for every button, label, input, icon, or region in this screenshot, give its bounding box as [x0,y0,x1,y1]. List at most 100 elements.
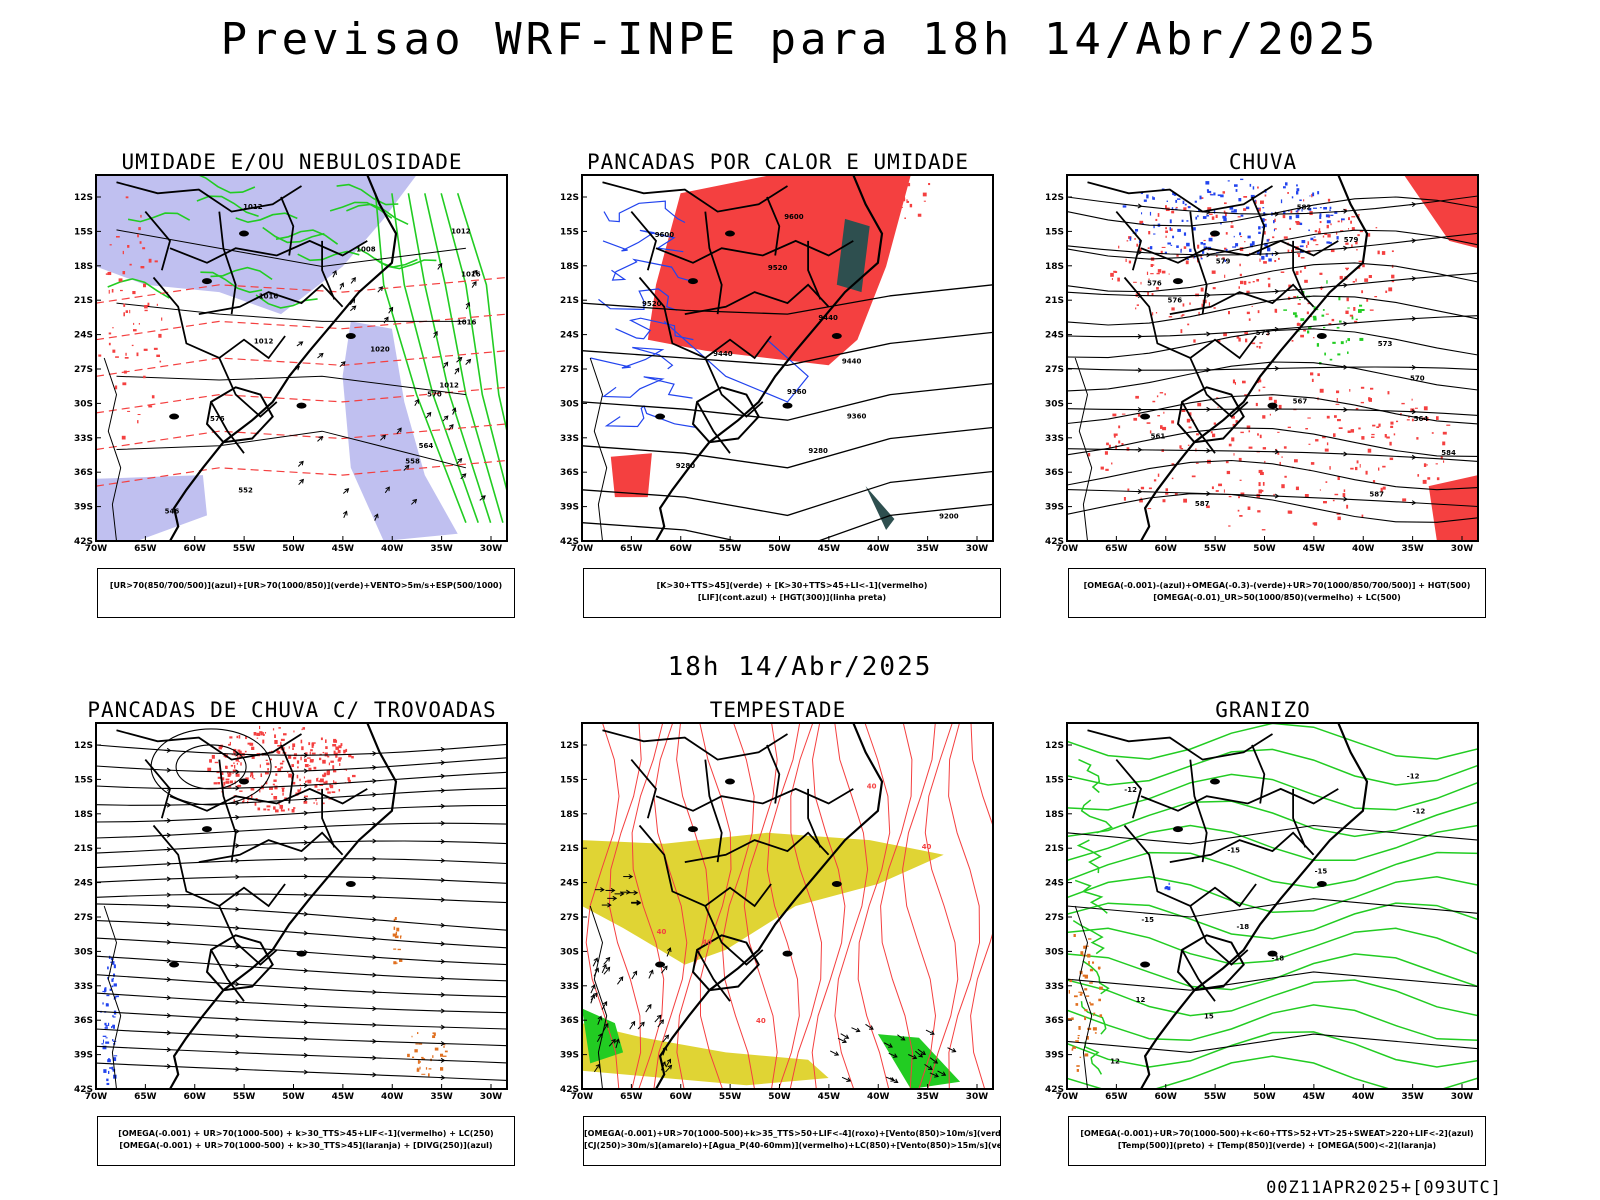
contour-label: 1016 [259,292,279,300]
lat-tick-label: 42S [74,537,93,547]
lat-tick-label: 12S [74,741,93,751]
thunder-speckle-red [319,778,324,783]
rain-speckle-green [1321,314,1325,317]
wind-vector [410,499,417,505]
state-border [704,759,723,863]
rain-speckle-red [1284,475,1287,478]
rain-speckle-blue [1261,255,1265,260]
rain-speckle-blue [1266,239,1269,242]
streamline-arrow [440,877,446,883]
moisture-speckle [122,382,127,386]
temperature-500-contour [1067,971,1478,991]
wind-vector [612,895,618,901]
moisture-speckle [108,332,112,335]
rain-speckle-red [1337,476,1340,481]
moisture-speckle [127,245,130,248]
lake-blot [724,230,735,237]
thunder-speckle-red [232,772,234,774]
wind-vector [381,434,386,440]
rain-speckle-red [1112,413,1117,417]
lon-tick-label: 50W [1253,544,1276,554]
lon-tick-label: 50W [1253,1092,1276,1102]
lat-tick-label: 21S [560,844,579,854]
rain-speckle-red [1224,274,1226,278]
humidity-contour-green [127,212,191,223]
rain-speckle-red [1210,431,1213,434]
rain-speckle-red [1118,440,1121,444]
lon-tick-label: 70W [1056,544,1079,554]
wind-vector [628,874,634,880]
thunder-speckle-red [340,743,343,747]
rain-speckle-red [1246,290,1250,294]
rain-speckle-red [1356,460,1359,464]
streamline-arrow [303,892,309,898]
omega-speckle-orange [1088,961,1090,965]
streamline-arrow [166,861,172,867]
temperature-850-contour [1067,902,1478,940]
rain-speckle-red [1442,441,1446,446]
rain-speckle-red [1209,213,1213,216]
rain-speckle-blue [1146,194,1149,199]
wind-vector [929,1057,938,1064]
omega-speckle-orange [1076,1065,1080,1067]
convection-speckle [922,192,927,197]
rain-speckle-blue [1258,231,1261,235]
rain-speckle-red [1248,430,1251,433]
moisture-speckle [132,291,136,295]
rain-speckle-blue [1173,192,1177,196]
rain-speckle-red [1123,497,1126,501]
wind-vector [591,984,596,990]
lat-tick-label: 42S [560,537,579,547]
thunder-speckle-red [288,754,292,759]
thunder-speckle-orange [396,962,398,964]
thunder-speckle-red [272,728,275,731]
convection-speckle [893,166,895,169]
rain-speckle-red [1364,278,1369,282]
rain-speckle-red [1382,465,1386,468]
hail-speckle-blue [1168,882,1170,885]
state-border [602,729,788,761]
streamline-arrow [1340,247,1348,250]
rain-speckle-red [1446,424,1451,426]
moisture-speckle [123,370,127,374]
rain-speckle-red [1182,303,1185,307]
rain-speckle-blue [1186,220,1189,222]
rain-speckle-red [1353,307,1356,311]
rain-speckle-red [1340,230,1344,232]
rain-speckle-red [1258,469,1263,474]
wind-vector [443,415,449,421]
rain-speckle-red [1315,244,1319,246]
convection-speckle [859,208,863,211]
pressure-contour [116,302,466,322]
rain-speckle-red [1140,486,1145,490]
rain-speckle-blue [1166,200,1168,202]
convection-speckle [867,186,871,189]
rain-speckle-red [1257,186,1259,189]
thunder-speckle-red [225,778,230,781]
state-border [1181,401,1216,454]
thunder-speckle-red [325,787,329,791]
rain-speckle-blue [1153,224,1155,229]
rain-speckle-red [1385,290,1388,293]
rain-speckle-red [1113,434,1116,438]
rain-speckle-red [1278,257,1280,260]
rain-speckle-blue [1341,218,1345,221]
rain-speckle-red [1155,312,1158,314]
rain-speckle-red [1233,453,1235,456]
rain-speckle-green [1299,299,1301,301]
rain-speckle-red [1282,214,1286,219]
thunder-speckle-red [315,798,317,802]
temperature-850-contour [1080,1001,1107,1035]
thunder-speckle-red [337,749,341,754]
rain-speckle-red [1136,243,1139,247]
moisture-speckle [111,289,114,293]
rain-speckle-red [1355,278,1357,282]
omega-speckle-orange [1068,990,1071,994]
lake-blot [1267,950,1278,957]
lat-tick-label: 21S [1045,296,1064,306]
rain-speckle-blue [1152,197,1155,200]
contour-label: 584 [1441,449,1456,457]
humidity-area-blue [96,475,207,541]
contour-label: 9440 [713,350,733,358]
rain-speckle-red [1408,416,1410,418]
